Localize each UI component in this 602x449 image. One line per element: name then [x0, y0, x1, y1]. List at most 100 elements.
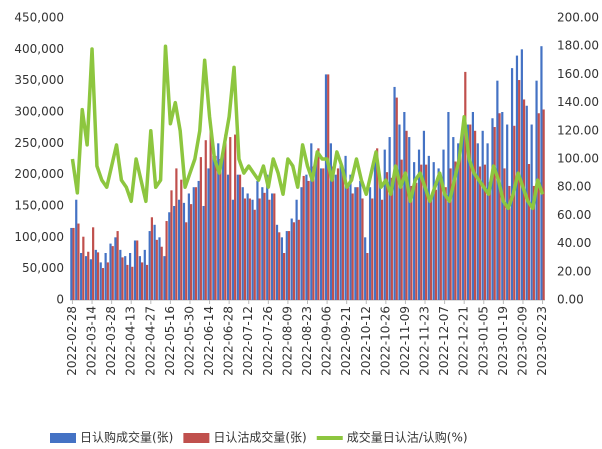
bar	[331, 166, 335, 300]
x-tick-label: 2022-06-14	[202, 306, 216, 376]
y2-tick-label: 200.00	[557, 11, 599, 25]
bar	[356, 187, 359, 300]
bar	[170, 190, 173, 300]
bar	[197, 180, 200, 300]
y2-tick-label: 0.00	[557, 293, 584, 307]
bar	[109, 243, 112, 300]
bar	[501, 112, 504, 300]
y-tick-label: 450,000	[14, 11, 64, 25]
bar	[307, 180, 310, 300]
bar	[80, 253, 83, 300]
bar	[119, 249, 122, 300]
bar	[185, 222, 188, 300]
bar	[334, 174, 337, 300]
bar	[229, 137, 232, 300]
line	[70, 44, 545, 211]
bar	[305, 174, 308, 300]
y2-tick-label: 80.00	[557, 180, 591, 194]
x-tick-label: 2022-04-13	[124, 306, 138, 376]
bar	[111, 246, 114, 300]
y-tick-label: 200,000	[14, 167, 64, 181]
bar	[75, 199, 78, 300]
bar	[292, 222, 296, 300]
bar	[116, 231, 119, 300]
y2-tick-label: 160.00	[557, 67, 599, 81]
bar	[121, 257, 124, 300]
y2-tick-label: 120.00	[557, 123, 599, 137]
bar	[496, 80, 499, 301]
bar	[70, 227, 73, 300]
bar	[192, 187, 195, 300]
bar	[393, 86, 396, 300]
x-tick-label: 2022-06-28	[222, 306, 236, 376]
bar	[271, 193, 274, 300]
bar	[478, 166, 482, 300]
x-tick-label: 2022-03-14	[85, 306, 99, 376]
bar	[388, 137, 391, 300]
bar	[527, 164, 531, 300]
bar	[359, 180, 362, 300]
y-tick-label: 300,000	[14, 105, 64, 119]
bar	[268, 199, 271, 300]
bar	[261, 187, 264, 300]
bar	[180, 179, 183, 300]
bar	[99, 262, 102, 300]
bar	[413, 162, 416, 300]
y-tick-label: 0	[56, 293, 64, 307]
bar	[336, 168, 340, 300]
bar	[491, 118, 494, 301]
bar	[258, 198, 261, 300]
bar	[290, 218, 293, 300]
y-tick-label: 100,000	[14, 230, 64, 244]
bar	[243, 198, 247, 300]
bar	[383, 149, 386, 300]
bar	[439, 181, 442, 300]
y-tick-label: 350,000	[14, 73, 64, 87]
bar	[82, 236, 85, 300]
bar	[346, 184, 349, 300]
x-tick-label: 2023-01-05	[476, 306, 490, 376]
bar	[361, 198, 364, 300]
bar	[518, 80, 521, 300]
bar	[508, 185, 511, 300]
bar	[351, 193, 354, 300]
bar	[344, 155, 347, 300]
bar	[104, 253, 107, 300]
bar	[222, 149, 225, 300]
bar	[368, 187, 372, 300]
bar	[126, 264, 129, 300]
bar	[77, 223, 80, 300]
bar	[371, 198, 374, 300]
bar	[101, 268, 105, 300]
bar	[136, 240, 139, 300]
bar	[224, 134, 227, 300]
bar	[312, 166, 315, 300]
x-tick-label: 2022-08-23	[300, 306, 314, 376]
y-tick-label: 400,000	[14, 42, 64, 56]
bar	[429, 199, 433, 300]
y2-tick-label: 140.00	[557, 95, 599, 109]
bar	[212, 155, 215, 300]
y-tick-label: 50,000	[22, 261, 64, 275]
bar	[278, 232, 281, 300]
bar	[204, 140, 207, 300]
bar	[354, 187, 357, 300]
bar	[530, 124, 533, 301]
bar	[420, 164, 423, 300]
bar	[246, 193, 249, 300]
bar	[481, 130, 484, 300]
bar	[364, 237, 367, 300]
bar	[173, 206, 176, 300]
bar	[405, 130, 408, 300]
x-tick-label: 2023-02-23	[535, 306, 549, 376]
bar	[520, 49, 523, 301]
bar	[158, 237, 161, 300]
bar	[324, 74, 328, 301]
bar	[150, 217, 154, 300]
legend-swatch	[183, 433, 210, 443]
bar	[522, 99, 526, 300]
bar	[187, 193, 190, 300]
bar	[486, 143, 489, 300]
bar	[317, 148, 320, 300]
